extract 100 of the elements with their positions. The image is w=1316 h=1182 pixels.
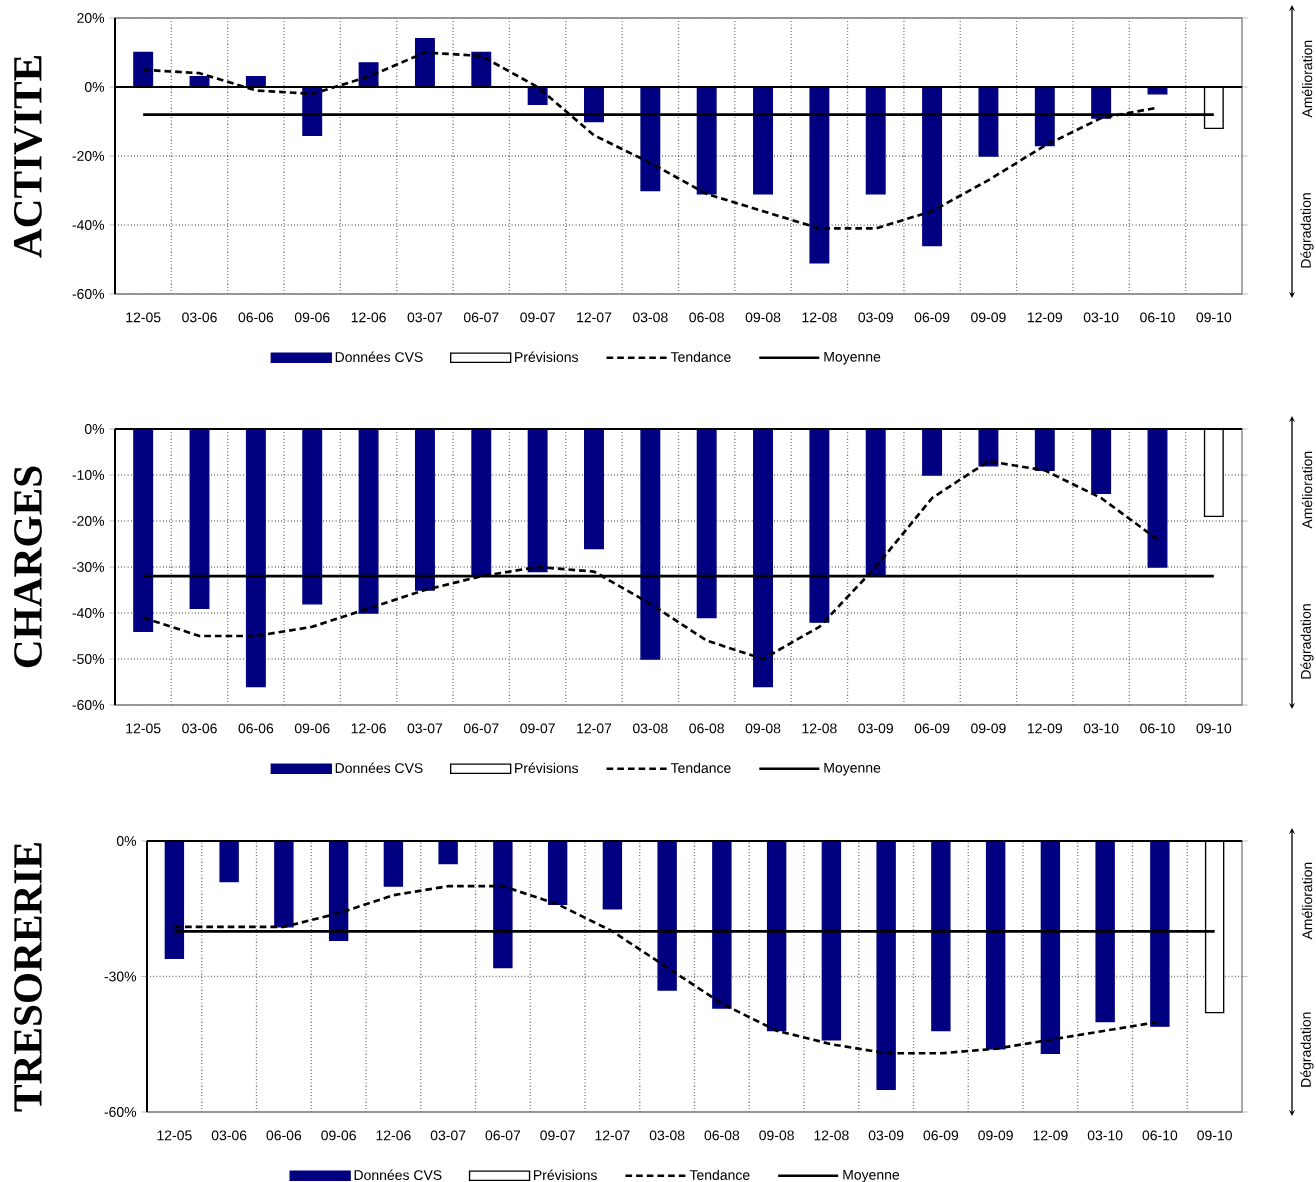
x-tick-label: 12-09 (1027, 723, 1063, 734)
x-tick-label: 06-10 (1142, 1130, 1178, 1141)
text: Dégradation (1300, 193, 1314, 268)
x-tick-label: 12-07 (595, 1130, 630, 1141)
x-tick-label: 06-09 (914, 312, 950, 323)
text: Amélioration (1301, 862, 1313, 940)
x-tick-label: 03-08 (632, 723, 668, 734)
x-tick-label: 09-09 (971, 312, 1006, 323)
legend-label: Données CVS (354, 1169, 442, 1181)
text: Amélioration (1301, 451, 1313, 529)
x-tick-label: 12-05 (126, 312, 161, 323)
legend-label: Tendance (670, 762, 731, 773)
x-tick-label: 03-09 (858, 312, 893, 323)
y-tick-label: 0% (84, 424, 105, 434)
bar (865, 86, 886, 195)
bar (1034, 86, 1055, 147)
bar (922, 86, 943, 247)
x-tick-label: 03-06 (182, 723, 217, 734)
bar (809, 86, 830, 264)
y-tick-label: -40% (72, 608, 105, 618)
x-tick-label: 06-09 (923, 1130, 959, 1141)
x-tick-label: 12-07 (577, 312, 612, 323)
y-axis-title: TRESORERIE (14, 843, 42, 1112)
text: Dégradation (1300, 1012, 1314, 1087)
x-tick-label: 12-08 (802, 723, 837, 734)
legend-label: Données CVS (335, 351, 423, 363)
x-tick-label: 09-06 (321, 1130, 356, 1141)
bar (414, 38, 435, 88)
y-tick-label: -40% (72, 220, 105, 230)
x-tick-label: 03-10 (1083, 723, 1119, 734)
y-tick-label: 20% (77, 13, 105, 23)
x-tick-label: 09-06 (294, 312, 330, 323)
x-tick-label: 06-08 (689, 723, 724, 734)
x-tick-label: 03-08 (632, 312, 668, 323)
x-tick-label: 09-08 (745, 723, 781, 734)
legend-label: Données CVS (335, 762, 423, 774)
bar (978, 86, 999, 157)
y-tick-label: -30% (104, 971, 137, 982)
x-tick-label: 06-10 (1140, 312, 1175, 323)
x-tick-label: 06-06 (238, 312, 274, 323)
x-tick-label: 03-07 (407, 723, 443, 734)
x-tick-label: 12-05 (157, 1130, 192, 1141)
x-tick-label: 12-05 (126, 723, 161, 734)
text: Dégradation (1300, 604, 1314, 679)
x-tick-label: 09-10 (1197, 1130, 1232, 1141)
x-tick-label: 09-07 (520, 723, 555, 734)
y-tick-label: 0% (84, 82, 105, 92)
x-tick-label: 12-09 (1033, 1130, 1068, 1141)
legend-label: Moyenne (824, 762, 881, 776)
legend-label: Moyenne (824, 351, 881, 365)
bar (471, 51, 492, 88)
x-tick-label: 12-07 (577, 723, 612, 734)
x-tick-label: 12-08 (802, 312, 837, 323)
x-tick-label: 06-06 (266, 1130, 302, 1141)
x-tick-label: 03-07 (430, 1130, 466, 1141)
x-tick-label: 03-10 (1087, 1130, 1123, 1141)
legend-label: Tendance (670, 351, 731, 362)
x-tick-label: 03-06 (182, 312, 217, 323)
x-tick-label: 09-07 (540, 1130, 575, 1141)
legend-label: Moyenne (843, 1169, 900, 1182)
bar (696, 86, 717, 195)
legend-label: Prévisions (515, 351, 579, 363)
x-tick-label: 03-10 (1083, 312, 1119, 323)
x-tick-label: 06-08 (689, 312, 724, 323)
x-tick-label: 06-07 (485, 1130, 521, 1141)
y-axis-title: CHARGES (14, 466, 42, 668)
y-tick-label: 0% (116, 836, 137, 846)
x-tick-label: 12-06 (351, 312, 386, 323)
x-tick-label: 06-07 (463, 723, 499, 734)
x-tick-label: 12-08 (814, 1130, 849, 1141)
x-tick-label: 12-06 (376, 1130, 411, 1141)
bar (133, 51, 154, 88)
x-tick-label: 09-10 (1196, 312, 1232, 323)
x-tick-label: 09-09 (971, 723, 1006, 734)
y-tick-label: -20% (72, 151, 105, 161)
x-tick-label: 12-09 (1027, 312, 1063, 323)
x-tick-label: 09-09 (978, 1130, 1013, 1141)
x-tick-label: 09-08 (745, 312, 781, 323)
bar (753, 86, 773, 195)
x-tick-label: 09-10 (1196, 723, 1232, 734)
x-tick-label: 09-06 (294, 723, 330, 734)
y-tick-label: -60% (72, 700, 105, 710)
y-tick-label: -60% (104, 1107, 137, 1117)
x-tick-label: 03-09 (858, 723, 893, 734)
x-tick-label: 03-09 (868, 1130, 904, 1141)
y-tick-label: -20% (72, 516, 105, 526)
y-tick-label: -10% (72, 470, 105, 480)
x-tick-label: 03-07 (407, 312, 443, 323)
y-tick-label: -50% (72, 654, 105, 664)
y-tick-label: -60% (72, 289, 105, 299)
text: Amélioration (1301, 40, 1313, 118)
x-tick-label: 06-08 (704, 1130, 740, 1141)
x-tick-label: 12-06 (351, 723, 386, 734)
legend-label: Prévisions (515, 762, 579, 774)
y-axis-title: ACTIVITE (14, 55, 42, 258)
bar (640, 86, 661, 192)
legend-label: Prévisions (534, 1169, 597, 1181)
x-tick-label: 06-07 (463, 312, 499, 323)
x-tick-label: 03-06 (211, 1130, 247, 1141)
x-tick-label: 06-10 (1140, 723, 1175, 734)
